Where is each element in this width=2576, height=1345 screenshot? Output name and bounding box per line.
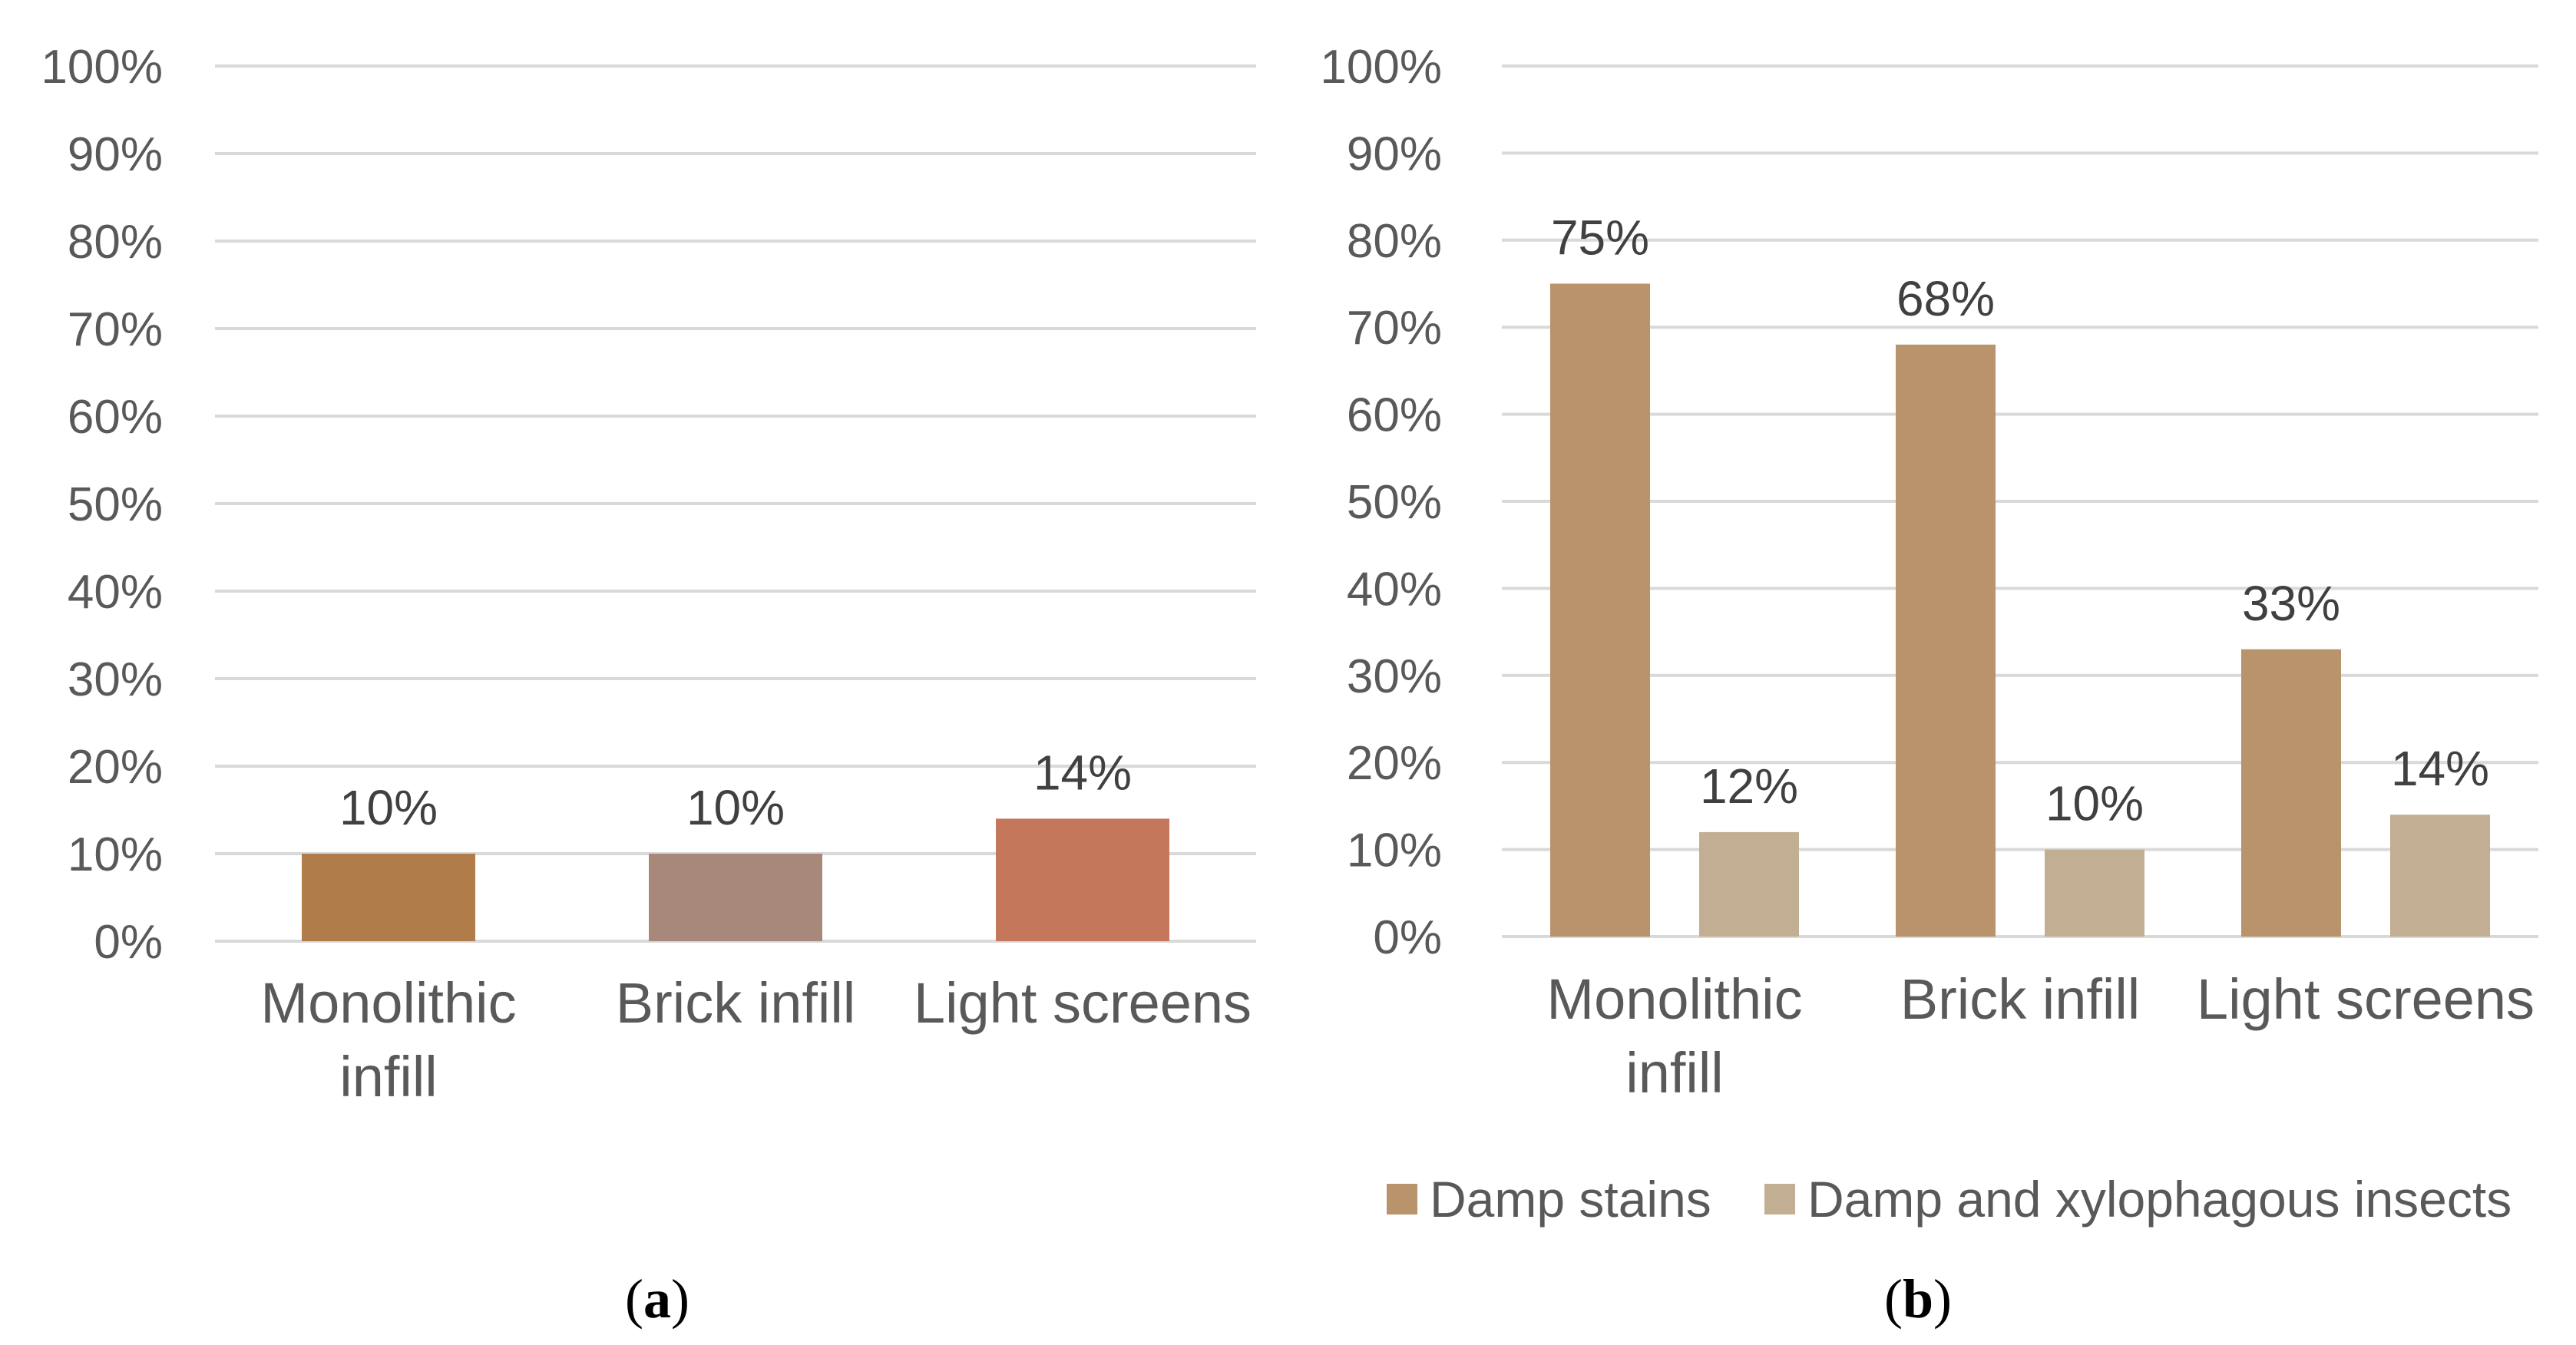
category-label-brick-infill: Brick infill [616,971,855,1035]
bar-damp-and-xylophagous-insects-monolithic-infill [1699,831,1799,937]
bars [302,818,1169,941]
category-label-light-screens: Light screens [914,971,1252,1035]
bar-damp-stains-monolithic-infill [1550,283,1650,937]
category-label-brick-infill: Brick infill [1900,967,2140,1031]
y-tick-label-60: 60% [68,391,163,444]
data-label-damp-stains-light-screens: 33% [2242,576,2340,631]
data-label-light-screens: 14% [1033,745,1132,800]
bar-damp-and-xylophagous-insects-light-screens [2390,815,2490,937]
y-tick-label-50: 50% [68,478,163,531]
chart-panel-b: 0% 10% 20% 30% 40% 50% 60% 70% 80% 90% 100% 75% 12%… [1320,41,2538,1330]
data-label-damp-stains-brick-infill: 68% [1896,271,1995,326]
y-tick-label-90: 90% [1347,127,1442,180]
category-label-light-screens: Light screens [2197,967,2535,1031]
y-tick-label-0: 0% [1373,911,1442,964]
legend-swatch-damp-and-xylophagous-insects [1764,1184,1795,1214]
category-labels: Monolithic infill Brick infill Light screen… [260,971,1252,1109]
legend-label-damp-stains: Damp stains [1430,1171,1711,1228]
bar-damp-and-xylophagous-insects-brick-infill [2045,849,2144,937]
panel-caption-a: (a) [625,1268,689,1330]
legend: Damp stains Damp and xylophagous insects [1387,1171,2512,1228]
bar-light-screens [996,818,1169,941]
y-tick-label-30: 30% [68,653,163,706]
bar-brick-infill [649,854,822,941]
chart-panel-a: 0%10%20%30%40%50%60%70%80%90%100% 10% 10%… [41,41,1256,1330]
gridlines [1502,64,2538,938]
bar-damp-stains-light-screens [2241,649,2341,937]
y-tick-label-90: 90% [68,128,163,181]
y-tick-label-0: 0% [94,916,163,969]
bar-damp-stains-brick-infill [1896,344,1996,937]
bar-monolithic-infill [302,854,475,941]
y-tick-label-100: 100% [1320,41,1442,94]
y-axis-tick-labels: 0% 10% 20% 30% 40% 50% 60% 70% 80% 90% 100% [1320,41,1442,964]
panel-caption-b: (b) [1884,1268,1952,1330]
data-label-brick-infill: 10% [686,780,785,835]
legend-label-damp-and-xylophagous-insects: Damp and xylophagous insects [1807,1171,2512,1228]
y-tick-label-10: 10% [1347,825,1442,877]
data-label-damp-and-xylophagous-insects-brick-infill: 10% [2045,776,2144,831]
y-tick-label-70: 70% [1347,302,1442,355]
y-tick-label-80: 80% [68,216,163,269]
y-tick-label-30: 30% [1347,650,1442,703]
data-label-damp-and-xylophagous-insects-monolithic-infill: 12% [1700,758,1798,814]
category-labels: Monolithic infill Brick infill Light screen… [1546,967,2535,1105]
y-tick-label-20: 20% [1347,737,1442,790]
y-tick-label-60: 60% [1347,389,1442,442]
y-tick-label-70: 70% [68,303,163,356]
y-tick-label-50: 50% [1347,476,1442,529]
data-labels: 75% 12% 68% 10% 33% 14% [1551,210,2489,831]
y-axis-tick-labels: 0% 10% 20% 30% 40% 50% 60% 70% 80% 90% 100% [41,41,163,969]
y-tick-label-40: 40% [1347,563,1442,616]
data-label-monolithic-infill: 10% [339,780,438,835]
y-tick-label-80: 80% [1347,215,1442,268]
y-tick-label-20: 20% [68,741,163,794]
data-label-damp-stains-monolithic-infill: 75% [1551,210,1649,266]
category-label-monolithic-infill: Monolithic infill [1546,967,1802,1105]
category-label-monolithic-infill: Monolithic infill [260,971,516,1109]
legend-swatch-damp-stains [1387,1184,1417,1214]
bars [1550,283,2490,937]
data-label-damp-and-xylophagous-insects-light-screens: 14% [2391,741,2489,796]
y-tick-label-40: 40% [68,566,163,619]
data-labels: 10% 10% 14% [339,745,1132,835]
y-tick-label-10: 10% [68,828,163,881]
y-tick-label-100: 100% [41,41,163,94]
